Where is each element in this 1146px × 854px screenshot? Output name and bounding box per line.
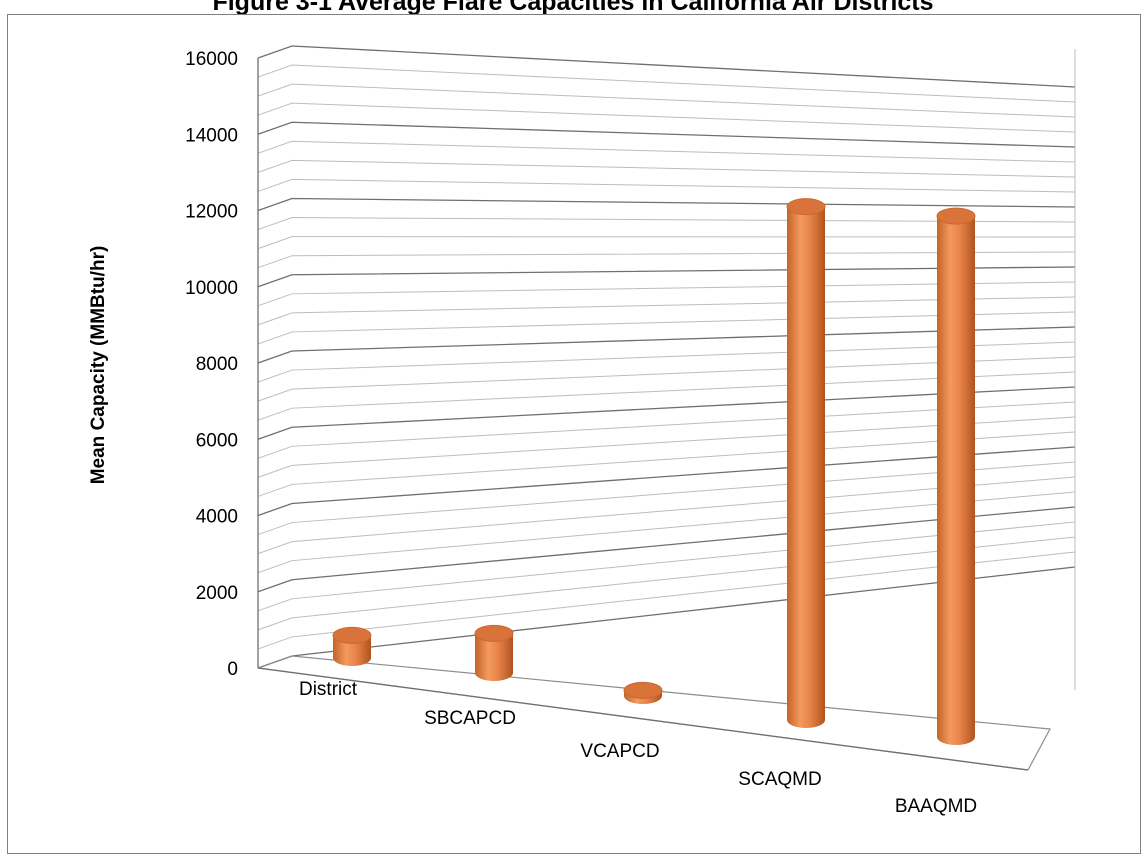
labels: 0 2000 4000 6000 8000 10000 12000 14000 16000 Dis… xyxy=(185,49,977,817)
bar-body xyxy=(937,216,975,746)
bar-sbcapcd xyxy=(474,624,514,681)
bar-scaqmd xyxy=(786,198,826,728)
chart-title: Figure 3-1 Average Flare Capacities in C… xyxy=(212,0,934,16)
bar-top xyxy=(474,624,514,642)
bars xyxy=(332,198,976,746)
x-category-label: VCAPCD xyxy=(580,741,659,762)
bar-body xyxy=(787,206,825,728)
y-tick-label: 10000 xyxy=(185,278,238,299)
bar-body xyxy=(333,635,371,666)
x-axis-line xyxy=(257,667,1029,771)
bar-body xyxy=(475,633,513,681)
y-tick-label: 8000 xyxy=(196,354,238,375)
major-gridline xyxy=(257,121,1076,148)
minor-gridline xyxy=(257,64,1076,103)
major-gridline xyxy=(257,45,1076,88)
minor-gridline xyxy=(257,140,1076,163)
bar-top xyxy=(936,207,976,225)
minor-gridline xyxy=(257,102,1076,133)
bar-top xyxy=(786,198,826,216)
y-tick-label: 4000 xyxy=(196,507,238,528)
bar-top xyxy=(623,681,663,699)
bar-district xyxy=(332,626,372,666)
y-axis-title: Mean Capacity (MMBtu/hr) xyxy=(88,246,109,485)
y-tick-label: 16000 xyxy=(185,49,238,70)
axes xyxy=(257,49,1076,771)
x-category-label: BAAQMD xyxy=(895,796,977,817)
minor-gridline xyxy=(257,159,1076,178)
x-category-label: SBCAPCD xyxy=(424,708,516,729)
x-category-label: SCAQMD xyxy=(738,769,821,790)
bar-baaqmd xyxy=(936,207,976,746)
bar-top xyxy=(332,626,372,644)
y-tick-label: 0 xyxy=(227,659,238,680)
minor-gridline xyxy=(257,83,1076,118)
minor-gridline xyxy=(257,178,1076,193)
bar-vcapcd xyxy=(623,681,663,704)
y-tick-label: 12000 xyxy=(185,202,238,223)
y-tick-label: 14000 xyxy=(185,125,238,146)
x-category-label: District xyxy=(299,679,358,700)
y-tick-label: 6000 xyxy=(196,430,238,451)
y-tick-label: 2000 xyxy=(196,583,238,604)
